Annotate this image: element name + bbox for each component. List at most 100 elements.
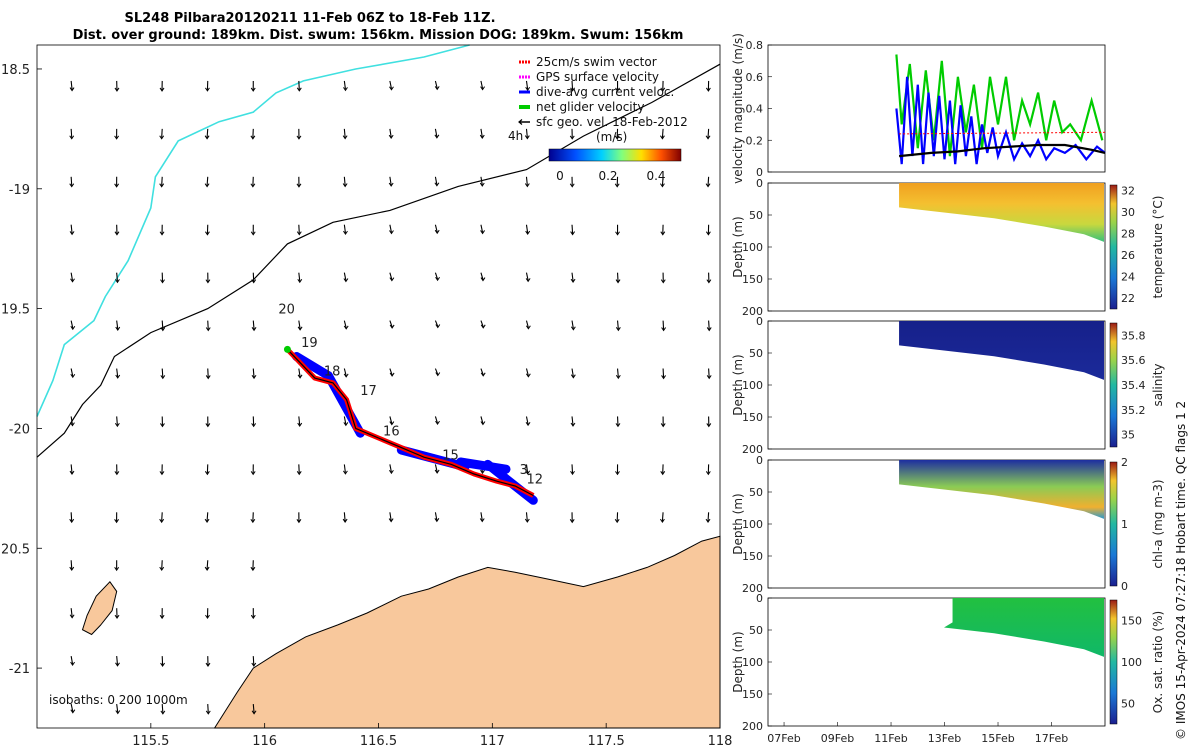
depth-tick: 100: [742, 656, 763, 669]
velocity-arrow: [615, 368, 621, 380]
map-x-ticks: 115.5 116 116.5 117 117.5 118: [132, 723, 732, 749]
velocity-arrow: [434, 176, 440, 187]
velocity-arrow: [160, 416, 165, 428]
island: [81, 581, 118, 636]
velocity-arrow: [706, 320, 712, 332]
legend-time-label: 4h: [508, 129, 523, 143]
velocity-arrow: [160, 656, 166, 667]
depth-tick: 50: [749, 624, 763, 637]
velocity-arrow: [343, 272, 349, 283]
velocity-arrow: [705, 128, 711, 140]
legend-item-label: GPS surface velocity: [536, 70, 659, 84]
time-tick: 13Feb: [928, 732, 961, 745]
velocity-arrow: [660, 128, 665, 140]
velocity-arrow: [204, 512, 210, 524]
colorbar-tick: 35.4: [1121, 379, 1146, 392]
map-y-tick-label: 18.5: [1, 63, 30, 78]
velocity-arrow: [480, 416, 486, 426]
velocity-arrow: [159, 560, 165, 572]
current-velocity-band: [292, 352, 333, 381]
velocity-arrow: [160, 320, 166, 332]
velocity-arrow: [480, 368, 486, 377]
colorbar-tick: 35.2: [1121, 404, 1146, 417]
colorbar-label: temperature (°C): [1151, 196, 1165, 299]
colorbar-tick-0: 0: [556, 169, 564, 183]
velocity-arrow: [205, 704, 211, 715]
velocity-arrow: [524, 176, 530, 188]
isobaths-label: isobaths: 0 200 1000m: [49, 693, 188, 707]
depth-tick: 0: [756, 177, 763, 190]
velocity-arrow: [251, 320, 257, 332]
velocity-arrow: [70, 703, 76, 714]
depth-tick: 50: [749, 209, 763, 222]
legend-item: net glider velocity: [519, 100, 644, 114]
map-y-tick-label: 20.5: [1, 542, 30, 557]
velocity-arrow: [205, 368, 211, 380]
velocity-arrow: [114, 416, 120, 428]
speed-colorbar: [548, 148, 682, 162]
velocity-arrow: [614, 176, 620, 188]
velocity-arrow: [660, 464, 666, 476]
velocity-arrow: [205, 416, 211, 428]
velocity-arrow: [343, 80, 348, 92]
velocity-arrow: [660, 224, 666, 236]
velocity-arrow: [297, 416, 303, 427]
velocity-arrow: [479, 128, 485, 139]
depth-tick: 100: [742, 518, 763, 531]
velocity-arrow: [205, 608, 210, 620]
velocity-arrow: [160, 368, 166, 380]
legend-item: dive-avg current veloc.: [519, 85, 674, 99]
velocity-arrow: [159, 128, 165, 140]
velocity-arrow: [615, 464, 620, 476]
depth-tick: 0: [756, 454, 763, 467]
time-axis: 07Feb 09Feb 11Feb 13Feb 15Feb 17Feb: [767, 722, 1068, 745]
velocity-arrow: [388, 512, 394, 523]
colorbar-tick: 150: [1121, 615, 1142, 628]
glider-path: [286, 348, 534, 497]
velocity-arrow: [705, 80, 711, 92]
velocity-arrow: [342, 464, 348, 475]
velocity-arrow: [114, 464, 120, 476]
depth-tick: 150: [742, 550, 763, 563]
velocity-arrow: [204, 464, 210, 476]
velocity-ylabel: velocity magnitude (m/s): [731, 33, 745, 184]
time-tick: 07Feb: [767, 732, 800, 745]
depth-tick: 200: [742, 582, 763, 595]
velocity-arrow: [250, 560, 256, 572]
velocity-series-line: [895, 76, 1106, 165]
track-label: 16: [383, 425, 400, 440]
colorbar-tick: 50: [1121, 697, 1135, 710]
velocity-arrow: [660, 176, 665, 188]
velocity-arrow: [705, 176, 711, 188]
velocity-arrow: [479, 512, 485, 523]
velocity-arrow: [114, 176, 120, 188]
velocity-arrow: [114, 80, 120, 92]
velocity-arrow: [479, 176, 485, 187]
colorbar-tick: 35: [1121, 429, 1135, 442]
figure-title-line1: SL248 Pilbara20120211 11-Feb 06Z to 18-F…: [124, 11, 495, 26]
velocity-arrow: [296, 80, 302, 92]
credit-text: © IMOS 15-Apr-2024 07:27:18 Hobart time.…: [1174, 401, 1188, 740]
colorbar-tick: 35.6: [1121, 354, 1146, 367]
time-tick: 17Feb: [1035, 732, 1068, 745]
velocity-arrow: [525, 368, 531, 378]
profile-data-fill: [944, 598, 1104, 657]
velocity-arrow: [434, 272, 440, 282]
velocity-arrow: [660, 272, 666, 284]
depth-tick: 100: [742, 241, 763, 254]
depth-tick: 50: [749, 486, 763, 499]
velocity-arrow: [434, 80, 440, 91]
velocity-arrow: [114, 224, 120, 236]
velocity-arrow: [342, 128, 348, 140]
colorbar-label: Ox. sat. ratio (%): [1151, 611, 1165, 713]
velocity-arrow: [250, 224, 256, 236]
colorbar-tick: 28: [1121, 228, 1135, 241]
velocity-arrow: [205, 656, 211, 667]
velocity-y-tick: 0: [756, 166, 763, 179]
velocity-arrow: [205, 80, 210, 92]
depth-tick: 100: [742, 379, 763, 392]
velocity-arrow: [115, 320, 121, 331]
velocity-arrow: [70, 656, 75, 667]
velocity-arrow: [570, 224, 576, 236]
